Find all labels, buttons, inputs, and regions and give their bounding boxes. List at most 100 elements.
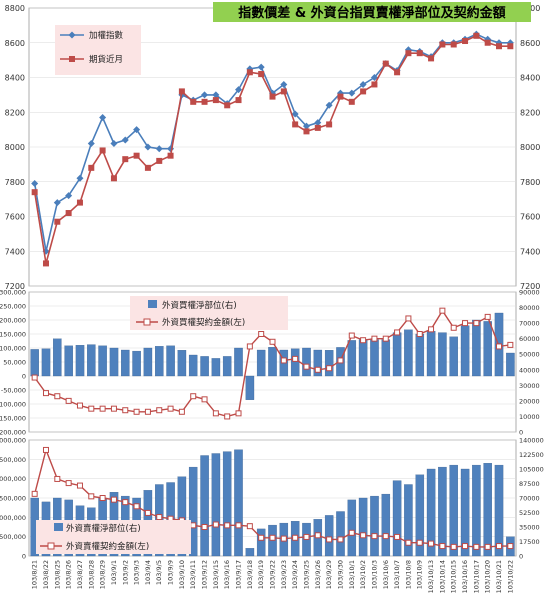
put-contract-value-point [360,532,367,539]
call-net-position-bar [324,350,334,377]
p2-left-tick-label: -150,000 [0,415,26,423]
p3-left-tick-label: 0 [22,553,26,561]
index-point [212,91,220,99]
put-net-position-bar [177,476,187,557]
futures-point [394,69,401,76]
x-date-label: 103/8/25 [53,560,61,589]
index-point [65,192,73,200]
index-point [348,89,356,97]
call-net-position-bar [41,348,51,377]
put-contract-value-point [88,493,95,500]
p2-right-tick-label: 90000 [519,289,540,297]
put-net-position-bar [234,449,243,557]
call-net-position-bar [75,345,85,377]
call-contract-value-point [484,313,491,320]
p3-left-tick-label: 3,000,000 [0,437,26,445]
p3-right-tick-label: 87500 [519,480,540,488]
top-left-tick-label: 8800 [5,4,25,13]
call-net-position-bar [87,344,96,377]
futures-point [269,93,276,100]
put-contract-value-point [507,543,514,550]
futures-point [337,93,344,100]
legend-putline-label: 外資賣權契約金額(左) [66,541,149,552]
x-date-label: 103/10/3 [370,560,378,589]
futures-point [76,199,83,206]
index-point [235,86,243,94]
put-net-position-bar [415,474,425,557]
x-date-label: 103/9/4 [144,560,152,585]
call-contract-value-point [54,393,61,400]
p2-left-tick-label: -100,000 [0,401,26,409]
put-net-position-bar [336,511,345,557]
legend-putbar-label: 外資賣權淨部位(右) [66,523,141,534]
futures-point [450,41,457,48]
call-contract-value-point [269,338,276,345]
legend-callline-label: 外資買權契約金額(左) [162,317,245,328]
put-net-position-bar [392,480,402,557]
p2-right-tick-label: 50000 [519,351,540,359]
top-legend [55,25,141,75]
x-date-label: 103/8/21 [31,560,39,589]
p3-right-tick-label: 0 [519,553,523,561]
call-contract-value-point [31,374,38,381]
x-date-label: 103/10/13 [427,560,435,593]
x-date-label: 103/10/22 [506,560,514,593]
put-contract-value-point [428,540,435,547]
futures-point [99,147,106,154]
call-contract-value-point [382,335,389,342]
index-point [370,74,378,81]
call-net-position-bar [381,339,391,377]
put-contract-value-point [42,446,49,453]
futures-point [212,97,219,104]
call-net-position-bar [483,321,492,377]
futures-point [496,43,503,50]
put-contract-value-point [439,543,446,550]
p2-right-tick-label: 80000 [519,304,540,312]
call-contract-value-point [496,343,503,350]
x-date-label: 103/9/26 [314,560,322,589]
index-point [291,110,299,118]
x-date-label: 103/8/28 [87,560,95,589]
x-date-label: 103/8/27 [76,560,84,589]
put-net-position-bar [188,466,198,557]
put-contract-value-point [54,475,61,482]
x-date-label: 103/8/22 [42,560,50,589]
p3-right-tick-label: 17500 [519,538,540,546]
put-net-position-bar [358,497,368,557]
futures-point [382,60,389,67]
top-right-tick-label: 7400 [520,247,540,256]
p2-left-tick-label: -50,000 [1,387,26,395]
put-contract-value-point [450,543,457,550]
futures-point [133,152,140,159]
x-date-label: 103/9/12 [201,560,209,589]
put-net-position-bar [483,463,492,557]
put-contract-value-point [314,532,321,539]
put-contract-value-point [371,533,378,540]
put-contract-value-point [190,522,197,529]
call-contract-value-point [360,337,367,344]
chart-title-bg [213,2,531,22]
put-contract-value-point [31,490,38,497]
top-right-tick-label: 7600 [520,213,540,222]
call-net-position-bar [222,356,232,377]
put-net-position-bar [256,528,266,557]
call-contract-value-point [473,320,480,327]
top-left-tick-label: 7800 [5,178,25,187]
put-contract-value-point [246,523,253,530]
legend-putbar-marker [54,523,63,531]
index-point [110,140,118,148]
futures-point [144,164,151,171]
futures-point [258,71,265,78]
put-net-position-bar [472,464,481,557]
call-contract-value-point [235,410,242,417]
call-contract-value-point [507,341,514,348]
p2-left-tick-label: 150,000 [0,331,26,339]
p3-right-tick-label: 105000 [519,466,544,474]
top-right-tick-label: 8000 [520,143,540,152]
futures-point [88,164,95,171]
futures-point [156,157,163,164]
futures-point [201,98,208,105]
call-net-position-bar [404,329,413,377]
call-net-position-bar [177,350,187,377]
